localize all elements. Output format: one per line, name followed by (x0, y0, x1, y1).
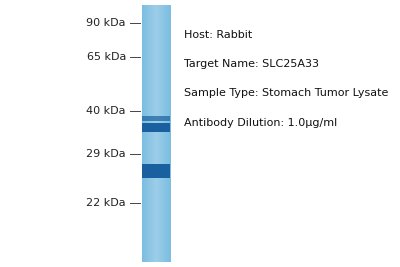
Bar (166, 5, 167, 262)
Bar (168, 5, 169, 262)
Bar (154, 5, 155, 262)
Bar (148, 5, 149, 262)
Bar (144, 5, 146, 262)
Bar (151, 5, 152, 262)
Bar (149, 5, 150, 262)
Bar (142, 116, 170, 121)
Bar (156, 5, 157, 262)
Text: 29 kDa: 29 kDa (86, 148, 126, 159)
Bar (152, 5, 153, 262)
Bar (142, 123, 170, 132)
Bar (146, 5, 148, 262)
Bar (142, 164, 170, 178)
Bar (164, 5, 165, 262)
Bar (163, 5, 164, 262)
Bar (160, 5, 162, 262)
Text: 65 kDa: 65 kDa (87, 52, 126, 62)
Bar (143, 5, 144, 262)
Text: 40 kDa: 40 kDa (86, 106, 126, 116)
Bar (169, 5, 170, 262)
Bar (157, 5, 158, 262)
Bar (154, 5, 155, 262)
Bar (158, 5, 160, 262)
Bar (153, 5, 154, 262)
Bar (165, 5, 166, 262)
Bar (163, 5, 164, 262)
Bar (145, 5, 146, 262)
Bar (147, 5, 148, 262)
Text: Target Name: SLC25A33: Target Name: SLC25A33 (184, 59, 319, 69)
Bar (142, 5, 144, 262)
Text: 90 kDa: 90 kDa (86, 18, 126, 28)
Text: Antibody Dilution: 1.0µg/ml: Antibody Dilution: 1.0µg/ml (184, 118, 337, 128)
Bar (168, 5, 169, 262)
Bar (155, 5, 156, 262)
Bar (144, 5, 145, 262)
Bar (161, 5, 162, 262)
Text: Sample Type: Stomach Tumor Lysate: Sample Type: Stomach Tumor Lysate (184, 88, 388, 99)
Bar (167, 5, 168, 262)
Bar (150, 5, 151, 262)
Bar (162, 5, 163, 262)
Bar (146, 5, 147, 262)
Bar (160, 5, 161, 262)
Bar (170, 5, 171, 262)
Text: Host: Rabbit: Host: Rabbit (184, 30, 252, 40)
Text: 22 kDa: 22 kDa (86, 198, 126, 208)
Bar (156, 5, 158, 262)
Bar (158, 5, 159, 262)
Bar (159, 5, 160, 262)
Bar (149, 5, 150, 262)
